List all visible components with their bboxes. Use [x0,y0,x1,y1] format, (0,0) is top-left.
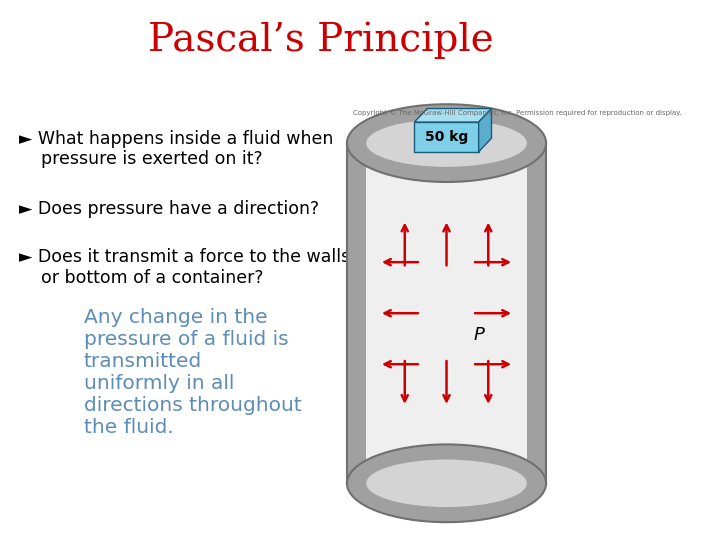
Ellipse shape [366,119,527,167]
Text: P: P [473,326,484,344]
Ellipse shape [347,444,546,522]
Text: Any change in the
pressure of a fluid is
transmitted
uniformly in all
directions: Any change in the pressure of a fluid is… [84,308,301,437]
Polygon shape [415,122,479,152]
Text: ► Does it transmit a force to the walls
    or bottom of a container?: ► Does it transmit a force to the walls … [19,248,351,287]
Text: ► Does pressure have a direction?: ► Does pressure have a direction? [19,200,320,218]
Text: Copyright © The McGraw-Hill Companies, Inc. Permission required for reproduction: Copyright © The McGraw-Hill Companies, I… [354,110,682,116]
Polygon shape [415,109,492,122]
Text: Pascal’s Principle: Pascal’s Principle [148,22,494,59]
Polygon shape [527,143,546,483]
Ellipse shape [366,460,527,507]
Ellipse shape [347,104,546,182]
Text: ► What happens inside a fluid when
    pressure is exerted on it?: ► What happens inside a fluid when press… [19,130,333,168]
Polygon shape [347,143,546,483]
Polygon shape [347,143,366,483]
Text: 50 kg: 50 kg [425,130,468,144]
Polygon shape [479,109,492,152]
